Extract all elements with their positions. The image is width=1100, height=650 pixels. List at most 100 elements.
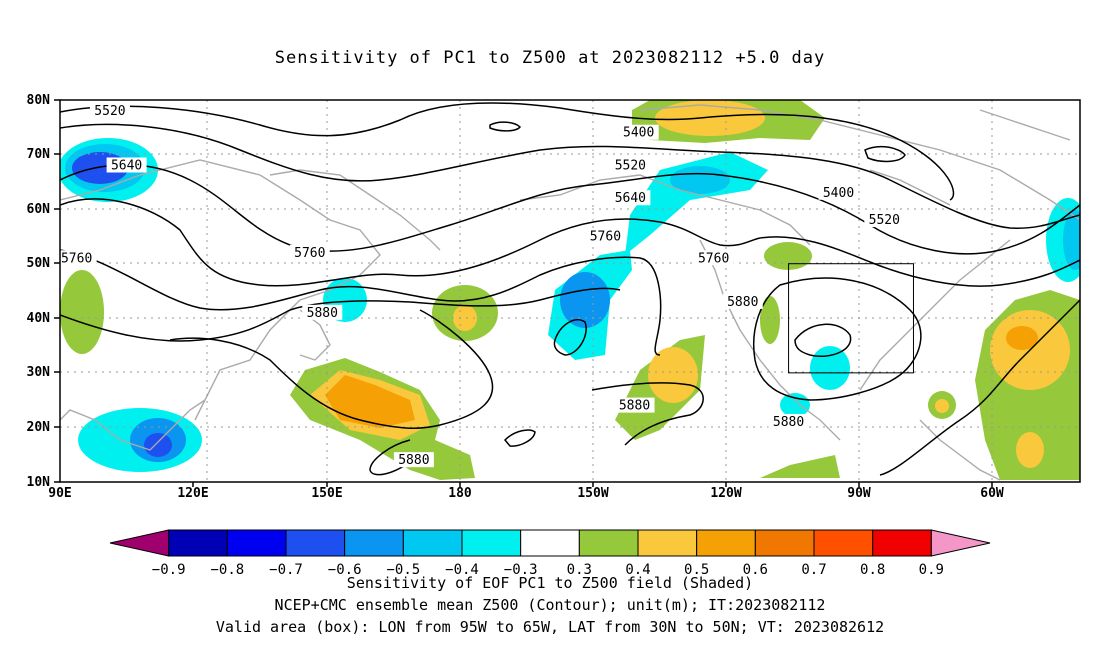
pos-region-alaska-top-inner	[655, 100, 765, 136]
pos-region-atlantic-orange	[1006, 326, 1038, 350]
contour-label-bg	[56, 250, 97, 266]
contour-label: 5520	[615, 158, 646, 173]
colorbar-label: −0.3	[504, 562, 538, 578]
colorbar-swatch	[696, 529, 756, 557]
neg-region-gulf-alaska	[625, 152, 768, 255]
colorbar-label: −0.7	[269, 562, 303, 578]
lat-label: 30N	[27, 365, 51, 380]
latitude-ticks	[54, 99, 60, 483]
colorbar-label: 0.7	[801, 562, 826, 578]
pos-region-east-pacific-inner	[648, 347, 698, 403]
map-title: Sensitivity of PC1 to Z500 at 2023082112…	[274, 48, 826, 68]
colorbar-label: −0.5	[386, 562, 420, 578]
colorbar-swatch	[226, 529, 287, 557]
contour-label: 5880	[398, 453, 429, 468]
neg-region-gulf-mexico	[810, 346, 850, 390]
colorbar-swatch	[578, 529, 639, 557]
lat-label: 10N	[27, 475, 51, 490]
lat-label: 80N	[27, 93, 51, 108]
lon-label: 60W	[980, 486, 1004, 501]
colorbar-swatch	[754, 529, 815, 557]
contour-label-bg	[302, 304, 343, 320]
contour-label-bg	[614, 397, 655, 413]
colorbar-swatch	[637, 529, 698, 557]
pos-region-mexico-west	[760, 296, 780, 344]
lon-label: 90W	[847, 486, 871, 501]
contour-label-bg	[618, 124, 659, 140]
caption-line-shaded: Sensitivity of EOF PC1 to Z500 field (Sh…	[346, 574, 754, 592]
contour-label: 5880	[727, 295, 758, 310]
pos-region-northwest-us	[764, 242, 812, 270]
neg-region-ne-pacific-inner	[560, 272, 610, 328]
colorbar-swatch	[461, 529, 522, 557]
shaded-sensitivity	[60, 100, 1080, 480]
colorbar-label: −0.9	[152, 562, 186, 578]
colorbar-label: 0.9	[919, 562, 944, 578]
pos-region-caribbean-east-inner	[935, 399, 949, 413]
lon-label: 120W	[710, 486, 741, 501]
colorbar-high-triangle	[930, 529, 991, 557]
contour-label: 5760	[590, 229, 621, 244]
coastlines	[60, 104, 1080, 481]
caption-line-contour: NCEP+CMC ensemble mean Z500 (Contour); u…	[274, 596, 826, 614]
colorbar-swatch	[344, 529, 404, 557]
contour-label: 5760	[698, 251, 729, 266]
colorbar-swatch	[813, 529, 874, 557]
latitude-axis: 80N 70N 60N 50N 40N 30N 20N 10N	[27, 93, 51, 490]
contour-label-bg	[289, 244, 330, 260]
colorbar-swatch	[402, 529, 463, 557]
contour-label-bg	[610, 157, 651, 173]
neg-region-east-edge-inner	[1063, 210, 1080, 270]
valid-area-box	[788, 263, 914, 374]
colorbar-label: 0.4	[625, 562, 650, 578]
lat-label: 40N	[27, 311, 51, 326]
lat-label: 60N	[27, 202, 51, 217]
contour-label-bg	[722, 293, 763, 309]
colorbar-swatch	[285, 529, 346, 557]
lon-label: 120E	[177, 486, 208, 501]
caption-line-valid-area: Valid area (box): LON from 95W to 65W, L…	[215, 618, 885, 636]
longitude-ticks	[192, 482, 993, 487]
contour-label-bg	[106, 157, 147, 173]
contour-label-bg	[864, 212, 905, 228]
colorbar: −0.9 −0.8 −0.7 −0.6 −0.5 −0.4 −0.3 0.3 0.4 0.5 0.6…	[109, 529, 991, 578]
colorbar-label: 0.8	[860, 562, 885, 578]
colorbar-label: 0.5	[684, 562, 709, 578]
contour-labels: 5520 5640 5760 5760 5880 5880 5400 5520 5640 5760…	[56, 102, 905, 468]
grid-lines	[60, 100, 1080, 482]
contour-label: 5400	[623, 126, 654, 141]
neg-region-scs-core	[144, 433, 172, 457]
pos-region-atlantic-south	[1016, 432, 1044, 468]
contour-label: 5880	[773, 415, 804, 430]
contour-label-bg	[610, 190, 651, 206]
contour-label: 5640	[111, 158, 142, 173]
lon-label: 150W	[577, 486, 608, 501]
contour-label: 5880	[619, 399, 650, 414]
contour-label: 5880	[307, 306, 338, 321]
lat-label: 50N	[27, 256, 51, 271]
contour-label-bg	[585, 228, 626, 244]
contour-label-bg	[768, 413, 809, 429]
contour-label-bg	[693, 250, 734, 266]
pos-region-dateline-inner	[453, 305, 477, 331]
contour-label: 5520	[94, 104, 125, 119]
colorbar-swatch	[520, 529, 580, 557]
lon-label: 180	[448, 486, 472, 501]
pos-region-tropical-atlantic	[760, 455, 840, 478]
lat-label: 20N	[27, 420, 51, 435]
lon-label: 150E	[311, 486, 342, 501]
contour-label-bg	[393, 452, 434, 468]
colorbar-label: −0.6	[328, 562, 362, 578]
colorbar-swatch	[168, 529, 228, 557]
pos-region-west-pacific-orange	[325, 375, 415, 428]
contour-label: 5520	[869, 213, 900, 228]
colorbar-label: 0.3	[567, 562, 592, 578]
colorbar-swatch	[872, 529, 932, 557]
z500-contours	[60, 102, 1080, 476]
longitude-axis: 90E 120E 150E 180 150W 120W 90W 60W	[48, 486, 1004, 501]
lat-label: 70N	[27, 147, 51, 162]
caption-block: Sensitivity of EOF PC1 to Z500 field (Sh…	[0, 572, 1100, 638]
contour-label: 5760	[294, 246, 325, 261]
map-frame	[59, 99, 1081, 483]
neg-region-caribbean	[780, 393, 810, 417]
